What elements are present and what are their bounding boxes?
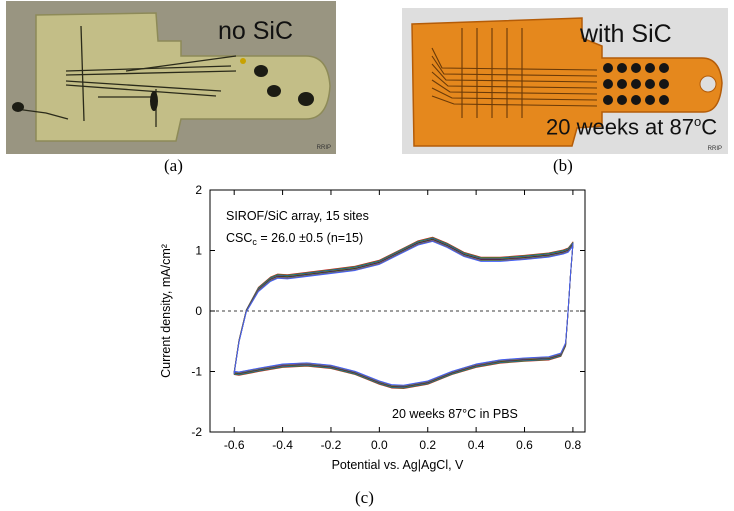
annotation-csc-sub: c (252, 237, 257, 247)
photo-no-sic: RRIP no SiC (6, 1, 336, 154)
watermark-b: RRIP (708, 146, 722, 152)
annotation-sirof: SIROF/SiC array, 15 sites (226, 209, 369, 223)
photo-with-sic-illustration: RRIP (402, 8, 728, 154)
watermark-a: RRIP (317, 145, 331, 151)
photo-a-title: no SiC (218, 17, 294, 45)
x-tick-label: 0.8 (565, 438, 582, 452)
photo-b-title: with SiC (580, 20, 672, 48)
x-tick-label: 0.6 (516, 438, 533, 452)
x-tick-label: -0.4 (272, 438, 293, 452)
y-tick-label: 1 (195, 244, 202, 258)
cv-chart-svg: -0.6 -0.4 -0.2 0.0 0.2 0.4 0.6 0.8 -2 -1 0 1 2 SIROF… (159, 183, 586, 472)
x-tick-label: 0.0 (371, 438, 388, 452)
cv-series-line (233, 240, 574, 386)
x-tick-label: -0.6 (224, 438, 245, 452)
annotation-csc-prefix: CSC (226, 231, 252, 245)
x-tick-label: 0.2 (419, 438, 436, 452)
y-tick-label: -1 (191, 365, 202, 379)
annotation-csc: CSCc = 26.0 ±0.5 (n=15) (226, 231, 363, 247)
y-tick-label: -2 (191, 425, 202, 439)
photo-b-caption-sup: o (693, 114, 702, 129)
cv-chart: -0.6 -0.4 -0.2 0.0 0.2 0.4 0.6 0.8 -2 -1 0 1 2 SIROF… (140, 180, 600, 480)
panel-b-label: (b) (553, 156, 573, 175)
panel-a-label: (a) (164, 156, 183, 175)
y-axis-label: Current density, mA/cm² (159, 244, 173, 378)
annotation-csc-suffix: = 26.0 ±0.5 (n=15) (257, 231, 363, 245)
x-tick-label: -0.2 (321, 438, 342, 452)
y-tick-label: 0 (195, 304, 202, 318)
x-axis-label: Potential vs. Ag|AgCl, V (332, 458, 464, 472)
panel-c-label: (c) (355, 488, 374, 507)
annotation-pbs: 20 weeks 87°C in PBS (392, 407, 518, 421)
x-tick-label: 0.4 (468, 438, 485, 452)
photo-b-caption-main: 20 weeks at 87 (546, 114, 694, 140)
y-tick-label: 2 (195, 183, 202, 197)
photo-with-sic: RRIP with SiC 20 weeks at 87oC (402, 8, 728, 154)
photo-no-sic-illustration: RRIP (6, 1, 336, 154)
photo-b-caption: 20 weeks at 87oC (546, 114, 717, 140)
photo-b-caption-unit: C (701, 114, 718, 140)
